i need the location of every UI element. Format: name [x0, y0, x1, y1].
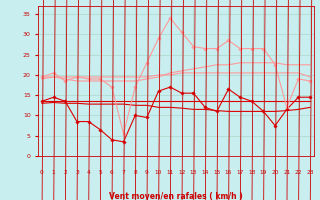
X-axis label: Vent moyen/en rafales ( km/h ): Vent moyen/en rafales ( km/h )	[109, 192, 243, 200]
